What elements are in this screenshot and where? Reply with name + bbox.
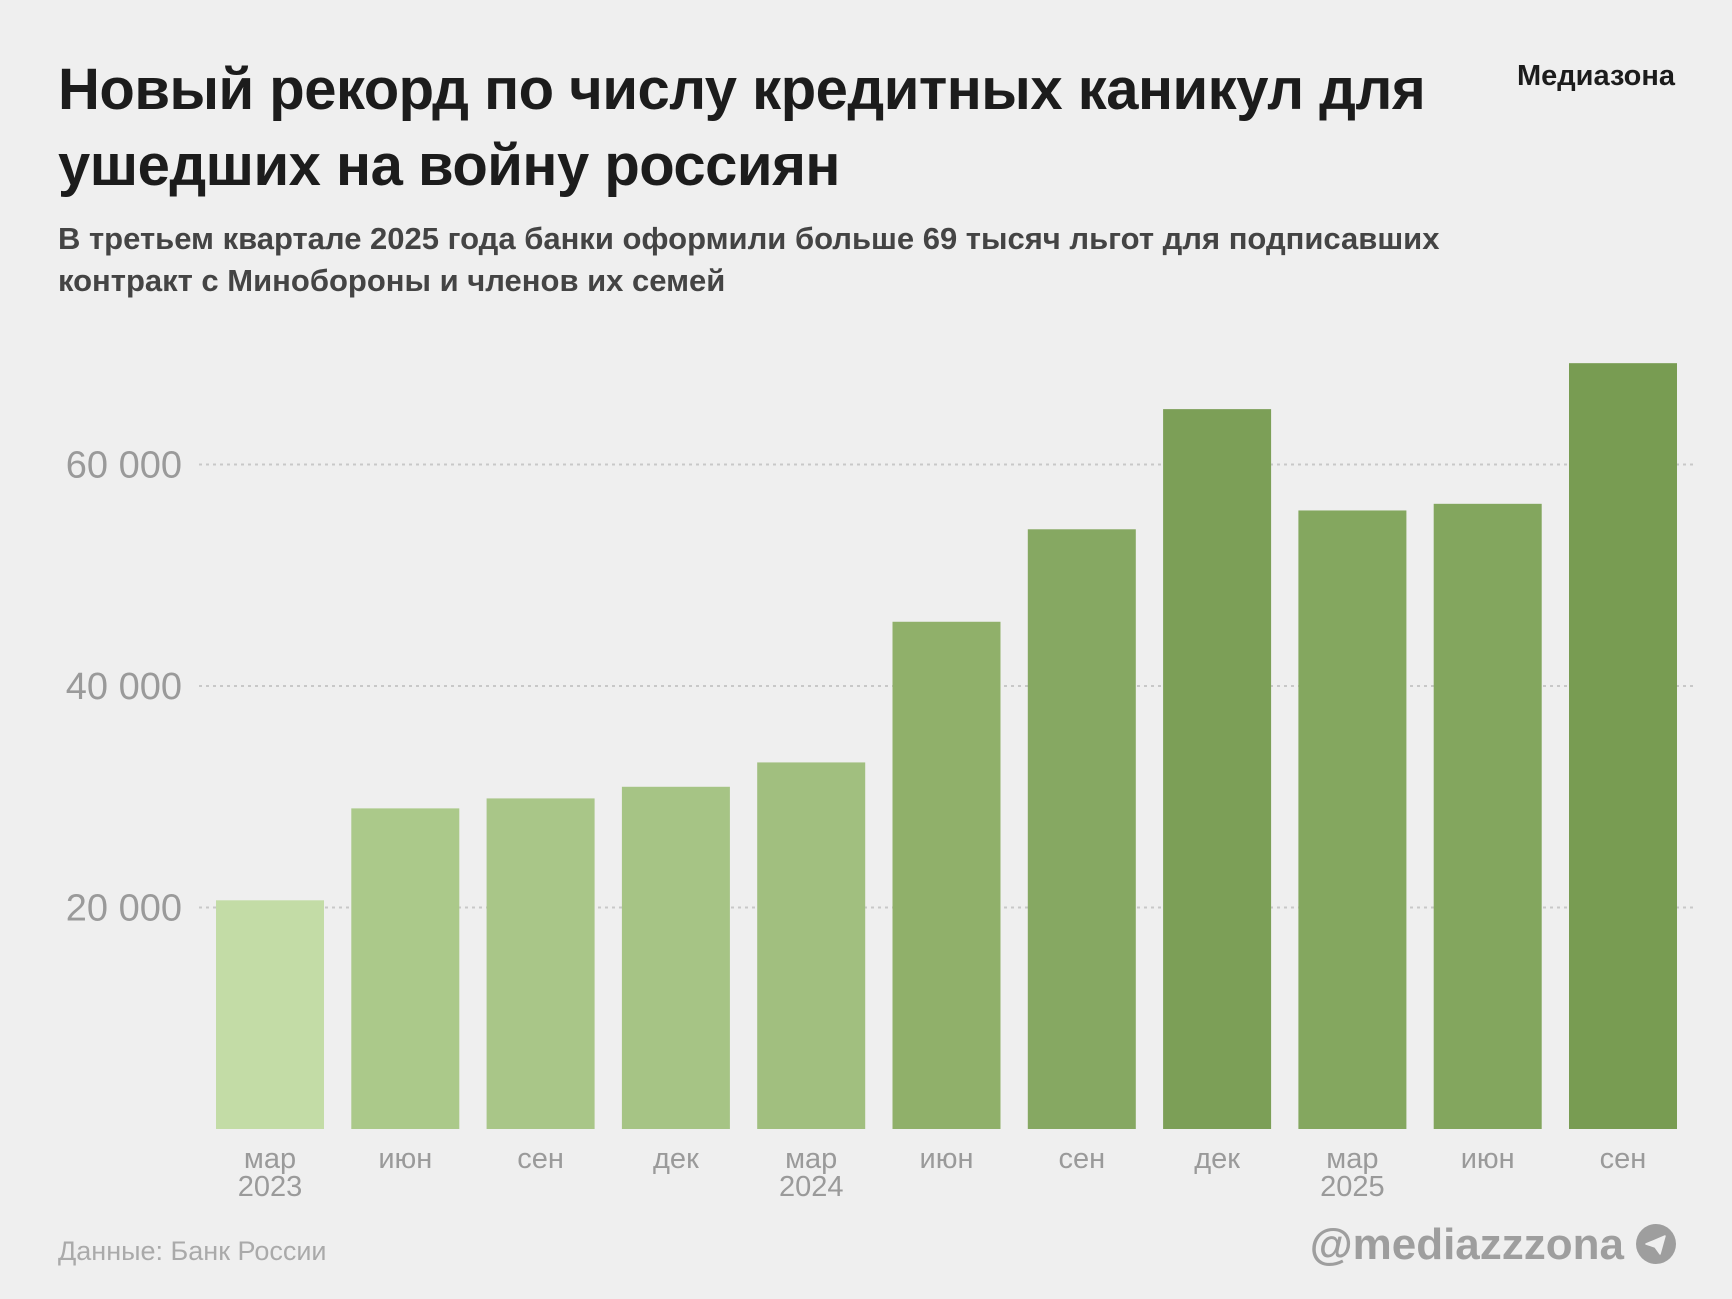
social-handle[interactable]: @mediazzzona [1309, 1220, 1624, 1269]
bar [1569, 363, 1677, 1129]
brand-logo: Медиазона [1516, 60, 1675, 92]
bar [621, 786, 730, 1129]
x-tick-label: мар [1326, 1143, 1378, 1175]
chart-subtitle: В третьем квартале 2025 года банки оформ… [58, 221, 1440, 298]
x-tick-label: июн [920, 1143, 974, 1175]
x-year-label: 2023 [238, 1171, 303, 1203]
bar [486, 798, 595, 1129]
bar [757, 762, 866, 1129]
x-tick-label: июн [378, 1143, 432, 1175]
y-tick-label: 60 000 [66, 445, 182, 487]
bar [892, 621, 1001, 1129]
x-tick-label: сен [1600, 1143, 1647, 1175]
y-tick-label: 20 000 [66, 888, 182, 930]
x-tick-label: сен [517, 1143, 564, 1175]
bar [216, 900, 324, 1129]
bar [1027, 529, 1136, 1129]
chart-title: Новый рекорд по числу кредитных каникул … [58, 57, 1426, 198]
x-year-label: 2024 [779, 1171, 844, 1203]
y-tick-label: 40 000 [66, 666, 182, 708]
source-note: Данные: Банк России [58, 1236, 327, 1266]
x-tick-label: мар [244, 1143, 296, 1175]
bar [351, 808, 460, 1129]
bar [1433, 503, 1542, 1129]
x-tick-label: мар [785, 1143, 837, 1175]
x-tick-label: сен [1058, 1143, 1105, 1175]
x-year-label: 2025 [1320, 1171, 1385, 1203]
x-tick-label: дек [1194, 1143, 1240, 1175]
bar [1163, 409, 1272, 1129]
x-tick-label: дек [653, 1143, 699, 1175]
x-tick-label: июн [1461, 1143, 1515, 1175]
bar [1298, 510, 1407, 1129]
telegram-icon[interactable] [1636, 1224, 1676, 1264]
